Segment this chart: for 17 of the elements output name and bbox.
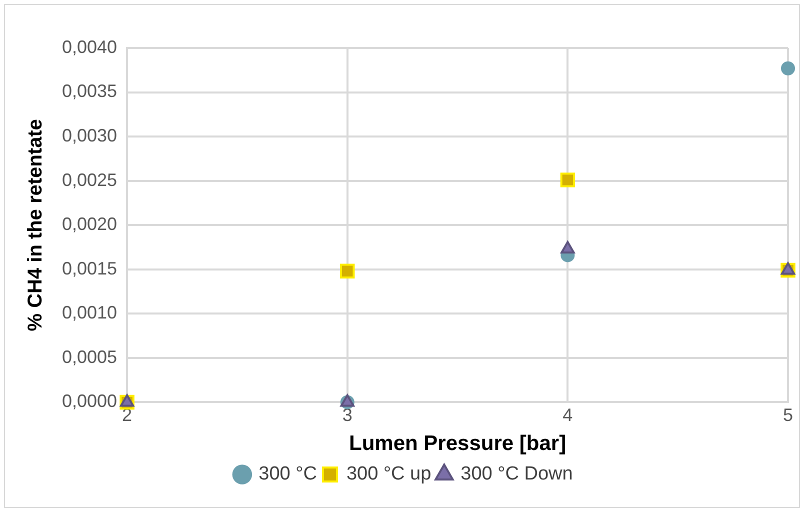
y-tick-label: 0,0015	[62, 258, 118, 278]
x-tick-label: 3	[342, 404, 352, 425]
y-tick-label: 0,0030	[62, 126, 118, 146]
y-tick-label: 0,0020	[62, 214, 118, 234]
y-tick-label: 0,0025	[62, 170, 118, 190]
y-tick-label: 0,0040	[62, 36, 118, 57]
legend-label: 300 °C up	[346, 464, 432, 485]
y-tick-label: 0,0035	[62, 81, 118, 102]
x-tick-label: 4	[562, 404, 573, 425]
y-tick-label: 0,0000	[62, 391, 118, 412]
legend-label: 300 °C	[258, 464, 317, 485]
y-axis-title: % CH4 in the retentate	[24, 118, 47, 332]
y-tick-label: 0,0010	[62, 302, 118, 323]
x-tick-label: 5	[782, 404, 794, 425]
y-tick-label: 0,0005	[62, 346, 118, 367]
legend-label: 300 °C Down	[460, 464, 573, 485]
x-axis-title: Lumen Pressure [bar]	[348, 432, 566, 456]
